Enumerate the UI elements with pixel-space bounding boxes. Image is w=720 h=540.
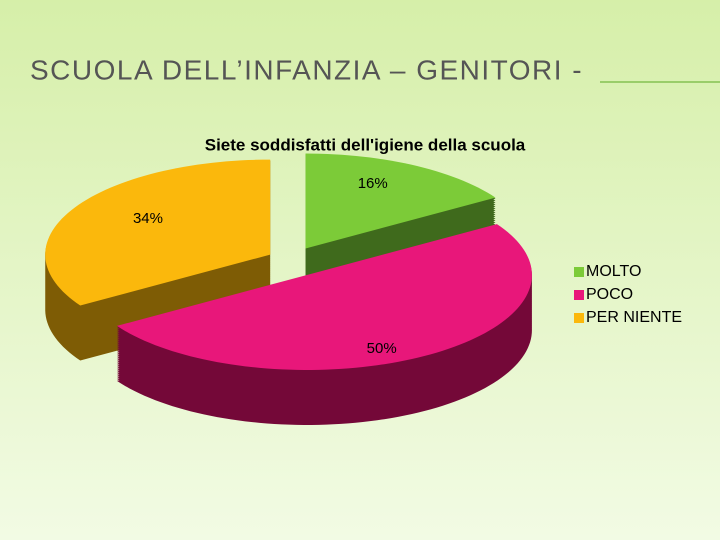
legend-label: PER NIENTE [586,309,682,326]
slice [305,153,496,249]
legend-label: MOLTO [586,263,641,280]
legend-swatch [574,267,584,277]
legend-swatch [574,290,584,300]
data-label: 50% [367,340,397,357]
data-label: 16% [358,175,388,192]
slice [116,224,532,370]
legend-label: POCO [586,286,633,303]
slice [45,159,271,306]
slide-title: SCUOLA DELL’INFANZIA – GENITORI - [30,54,583,85]
data-label: 34% [133,210,163,227]
legend-swatch [574,313,584,323]
chart-title: Siete soddisfatti dell'igiene della scuo… [205,135,526,154]
